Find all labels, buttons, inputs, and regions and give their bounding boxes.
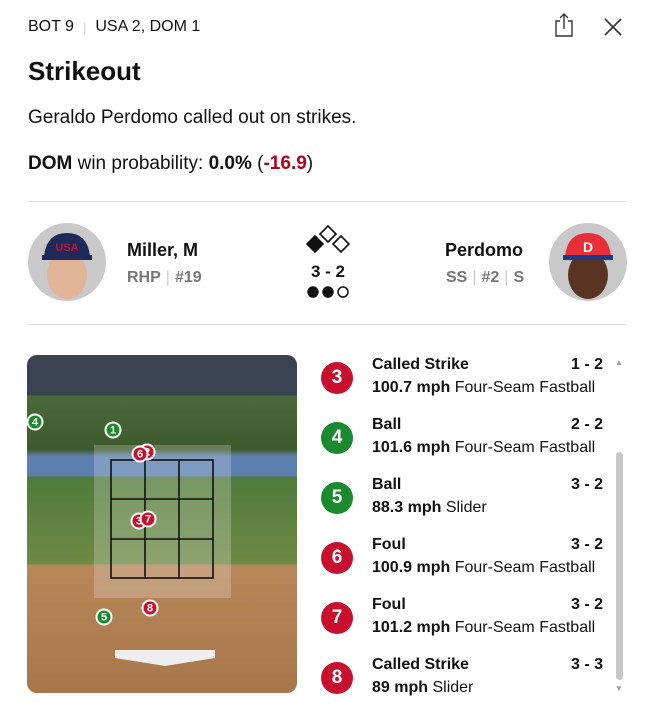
inning: BOT 9 bbox=[28, 18, 74, 35]
paren: ) bbox=[306, 153, 314, 174]
pitch-type: Four-Seam Fastball bbox=[454, 379, 596, 396]
pitcher-position: RHP bbox=[127, 269, 161, 286]
win-probability: DOM win probability: 0.0% (-16.9) bbox=[28, 153, 313, 175]
pitch-result: Called Strike bbox=[372, 356, 469, 373]
play-description: Geraldo Perdomo called out on strikes. bbox=[28, 107, 357, 128]
pitch-speed: 101.6 mph bbox=[372, 439, 451, 456]
pitch-detail: 100.7 mph Four-Seam Fastball bbox=[372, 379, 595, 397]
scroll-up-arrow[interactable]: ▲ bbox=[615, 358, 623, 367]
pitch-marker[interactable]: 7 bbox=[139, 510, 157, 528]
pitch-result: Ball bbox=[372, 416, 402, 433]
play-title: Strikeout bbox=[28, 56, 141, 86]
pitch-speed: 89 mph bbox=[372, 679, 429, 696]
pitcher-name: Miller, M bbox=[127, 240, 199, 260]
pitch-marker[interactable]: 4 bbox=[27, 413, 44, 431]
pitch-number-badge: 8 bbox=[321, 662, 353, 694]
pitch-count: 2 - 2 bbox=[570, 416, 603, 433]
batter-position: SS bbox=[446, 269, 468, 286]
pitch-type: Four-Seam Fastball bbox=[454, 619, 596, 636]
home-plate bbox=[115, 650, 215, 666]
pitch-marker[interactable]: 1 bbox=[104, 421, 122, 439]
divider: | bbox=[504, 269, 509, 286]
bases-diamond-icon bbox=[305, 224, 351, 254]
second-base bbox=[318, 224, 338, 244]
first-base bbox=[331, 234, 351, 254]
pitch-row[interactable]: 7 Foul 3 - 2 101.2 mph Four-Seam Fastball bbox=[318, 592, 608, 652]
divider: | bbox=[82, 19, 87, 35]
pitch-count: 3 - 2 bbox=[570, 476, 603, 493]
pitch-number-badge: 5 bbox=[321, 482, 353, 514]
strike-zone-grid bbox=[110, 459, 214, 579]
wp-value: 0.0% bbox=[208, 153, 252, 174]
pitch-detail: 101.2 mph Four-Seam Fastball bbox=[372, 619, 595, 637]
pitch-list[interactable]: 3 Called Strike 1 - 2 100.7 mph Four-Seam F… bbox=[318, 352, 608, 697]
pitch-count: 3 - 3 bbox=[570, 656, 603, 673]
pitch-type: Slider bbox=[432, 679, 474, 696]
out-dot bbox=[307, 286, 319, 298]
pitch-detail: 89 mph Slider bbox=[372, 679, 473, 697]
pitch-marker[interactable]: 5 bbox=[95, 608, 113, 626]
pitch-count: 3 - 2 bbox=[570, 596, 603, 613]
score: USA 2, DOM 1 bbox=[95, 18, 201, 35]
pitch-marker[interactable]: 6 bbox=[131, 445, 149, 463]
pitch-marker[interactable]: 8 bbox=[141, 599, 159, 617]
pitch-result: Ball bbox=[372, 476, 402, 493]
batter-name: Perdomo bbox=[445, 240, 524, 260]
strike-zone-view: 41263785 bbox=[27, 355, 297, 693]
scroll-down-arrow[interactable]: ▼ bbox=[615, 684, 623, 693]
team-abbr: DOM bbox=[28, 153, 73, 174]
pitch-result: Called Strike bbox=[372, 656, 469, 673]
outs-indicator bbox=[307, 286, 349, 298]
pitch-speed: 100.7 mph bbox=[372, 379, 451, 396]
share-icon[interactable] bbox=[553, 12, 575, 38]
pitch-row[interactable]: 4 Ball 2 - 2 101.6 mph Four-Seam Fastball bbox=[318, 412, 608, 472]
pitch-result: Foul bbox=[372, 596, 406, 613]
divider: | bbox=[472, 269, 477, 286]
pitch-number-badge: 6 bbox=[321, 542, 353, 574]
batter-number: #2 bbox=[481, 269, 500, 286]
pitch-count: 3 - 2 bbox=[570, 536, 603, 553]
batter-avatar: D bbox=[549, 223, 627, 301]
pitch-number-badge: 7 bbox=[321, 602, 353, 634]
scrollbar[interactable] bbox=[616, 452, 623, 680]
pitcher-avatar: USA bbox=[28, 223, 106, 301]
pitcher-number: #19 bbox=[174, 269, 202, 286]
divider: | bbox=[165, 269, 170, 286]
third-base bbox=[305, 234, 325, 254]
svg-text:USA: USA bbox=[55, 242, 78, 254]
batter-bats: S bbox=[513, 269, 525, 286]
out-dot bbox=[337, 286, 349, 298]
count: 3 - 2 bbox=[310, 262, 346, 281]
pitch-row[interactable]: 6 Foul 3 - 2 100.9 mph Four-Seam Fastball bbox=[318, 532, 608, 592]
game-status: BOT 9 | USA 2, DOM 1 bbox=[28, 18, 200, 36]
pitch-type: Four-Seam Fastball bbox=[454, 439, 596, 456]
divider bbox=[28, 324, 626, 325]
pitch-result: Foul bbox=[372, 536, 406, 553]
pitch-detail: 88.3 mph Slider bbox=[372, 499, 487, 517]
pitcher-info: RHP | #19 bbox=[127, 269, 202, 287]
pitch-speed: 88.3 mph bbox=[372, 499, 442, 516]
pitch-count: 1 - 2 bbox=[570, 356, 603, 373]
pitch-number-badge: 3 bbox=[321, 362, 353, 394]
pitch-row[interactable]: 5 Ball 3 - 2 88.3 mph Slider bbox=[318, 472, 608, 532]
zone-shadow bbox=[94, 445, 231, 598]
pitch-speed: 100.9 mph bbox=[372, 559, 451, 576]
pitch-type: Four-Seam Fastball bbox=[454, 559, 596, 576]
paren: ( bbox=[257, 153, 264, 174]
pitch-number-badge: 4 bbox=[321, 422, 353, 454]
close-icon[interactable] bbox=[602, 16, 624, 38]
batter-info: SS | #2 | S bbox=[446, 269, 524, 287]
pitch-detail: 101.6 mph Four-Seam Fastball bbox=[372, 439, 595, 457]
pitch-detail: 100.9 mph Four-Seam Fastball bbox=[372, 559, 595, 577]
pitch-type: Slider bbox=[445, 499, 487, 516]
divider bbox=[28, 201, 626, 202]
pitch-row[interactable]: 3 Called Strike 1 - 2 100.7 mph Four-Seam F… bbox=[318, 352, 608, 412]
pitch-row[interactable]: 8 Called Strike 3 - 3 89 mph Slider bbox=[318, 652, 608, 697]
out-dot bbox=[322, 286, 334, 298]
svg-text:D: D bbox=[583, 239, 593, 255]
wp-label: win probability: bbox=[77, 153, 204, 174]
wp-change: -16.9 bbox=[263, 153, 307, 174]
pitch-speed: 101.2 mph bbox=[372, 619, 451, 636]
